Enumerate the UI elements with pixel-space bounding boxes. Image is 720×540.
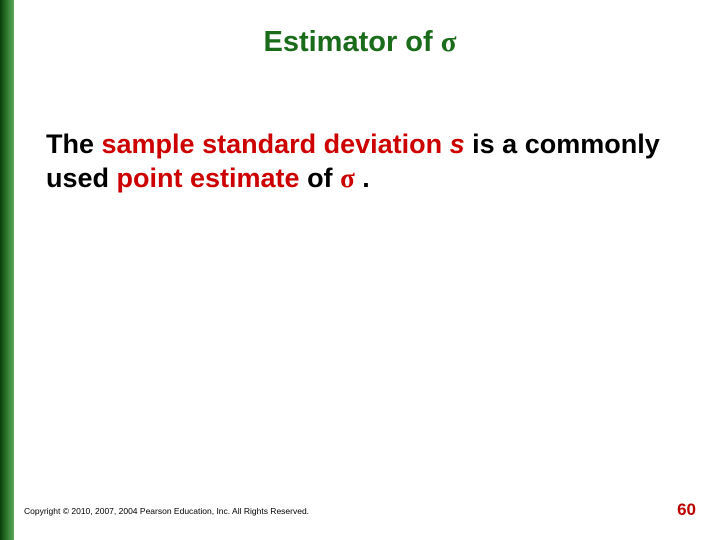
body-emph1: sample standard deviation: [102, 129, 450, 159]
body-emph1-italic: s: [450, 129, 465, 159]
body-sigma: σ: [340, 163, 355, 193]
title-sigma: σ: [441, 26, 457, 58]
left-gradient-bar: [0, 0, 14, 540]
body-text: The sample standard deviation s is a com…: [46, 128, 680, 196]
copyright-text: Copyright © 2010, 2007, 2004 Pearson Edu…: [24, 506, 309, 516]
body-part3: of: [300, 163, 341, 193]
slide-title: Estimator of σ: [0, 26, 720, 59]
title-text: Estimator of: [263, 26, 440, 58]
body-part4: .: [355, 163, 370, 193]
body-emph2: point estimate: [117, 163, 300, 193]
body-part1: The: [46, 129, 102, 159]
page-number: 60: [677, 500, 696, 520]
